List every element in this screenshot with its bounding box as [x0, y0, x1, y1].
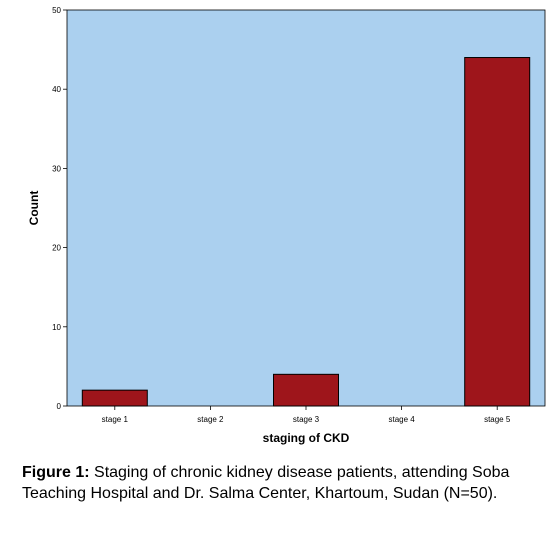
figure-caption: Figure 1: Staging of chronic kidney dise… — [22, 462, 552, 504]
y-tick-label: 10 — [52, 323, 61, 332]
x-tick-label: stage 4 — [388, 415, 415, 424]
bar-chart: 0 10 20 30 40 50 stage 1 stage 2 stage 3 stage 4… — [27, 6, 546, 445]
y-tick-label: 40 — [52, 85, 61, 94]
bar-stage-5 — [464, 57, 531, 407]
figure-caption-text: Staging of chronic kidney disease patien… — [22, 464, 510, 502]
y-tick-label: 0 — [57, 402, 62, 411]
bar-stage-3 — [273, 373, 339, 407]
bar-stage-1 — [81, 389, 148, 407]
x-tick-label: stage 3 — [293, 415, 320, 424]
y-axis: 0 10 20 30 40 50 — [52, 6, 67, 411]
x-tick-label: stage 5 — [484, 415, 511, 424]
bars-group — [81, 57, 531, 407]
x-tick-label: stage 1 — [102, 415, 129, 424]
y-tick-label: 50 — [52, 6, 61, 15]
x-axis: stage 1 stage 2 stage 3 stage 4 stage 5 — [102, 406, 511, 424]
y-tick-label: 30 — [52, 164, 61, 173]
y-tick-label: 20 — [52, 244, 61, 253]
x-axis-title: staging of CKD — [263, 431, 350, 445]
y-axis-title: Count — [27, 191, 41, 226]
figure-caption-prefix: Figure 1: — [22, 464, 90, 481]
x-tick-label: stage 2 — [197, 415, 224, 424]
